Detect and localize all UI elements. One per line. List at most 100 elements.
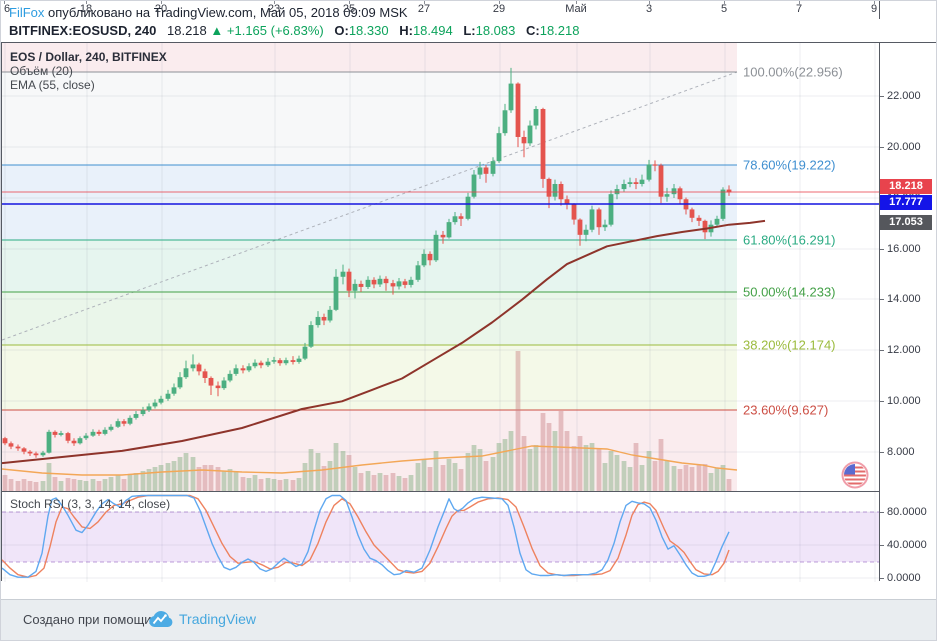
high-value: 18.494 [412,23,453,38]
volume-bar [490,457,496,491]
candle-body [658,165,664,197]
volume-bar [115,475,121,491]
time-tick-mark [349,1,350,4]
volume-bar [152,467,158,491]
volume-bar [708,473,714,491]
volume-bar [65,478,71,491]
candle-body [440,234,446,238]
volume-bar [302,463,308,491]
candle-body [396,281,402,287]
volume-bar [383,475,389,491]
price-change: +1.165 (+6.83%) [226,23,324,38]
candle-body [277,360,283,364]
volume-bar [421,459,427,491]
volume-bar [546,423,552,491]
candle-body [415,265,421,280]
candle-body [490,161,496,174]
candle-body [633,182,639,185]
volume-bar [346,455,352,491]
volume-bar [27,481,33,491]
volume-bar [402,478,408,491]
volume-bar [171,461,177,491]
time-tick-mark [161,1,162,4]
volume-bar [515,351,521,491]
volume-bar [658,439,664,491]
candle-body [521,136,527,144]
candle-body [371,279,377,285]
candle-body [471,174,477,197]
price-badge: 17.777 [880,195,932,210]
volume-bar [390,473,396,491]
volume-bar [158,465,164,491]
open-label: O: [334,23,349,38]
volume-bar [258,479,264,491]
volume-bar [265,478,271,491]
time-scale-label: 25 [342,3,356,15]
time-scale-label: 9 [870,3,878,15]
volume-bar [377,473,383,491]
volume-bar [196,467,202,491]
candle-body [327,309,333,321]
volume-bar [508,431,514,491]
volume-bar [290,480,296,491]
volume-bar [127,475,133,491]
candle-body [52,431,58,435]
stoch-rsi-canvas[interactable] [2,492,880,582]
candle-body [477,167,483,175]
candle-body [340,271,346,277]
volume-bar [689,467,695,491]
candle-body [8,443,14,447]
volume-bar [477,449,483,491]
fib-level-label: 50.00%(14.233) [743,284,836,300]
volume-bar [227,469,233,491]
candle-body [515,83,521,137]
time-tick-mark [649,1,650,4]
volume-bar [133,473,139,491]
fib-band [2,345,737,410]
volume-bar [2,475,8,491]
time-scale-label: Май [565,3,587,15]
volume-bar [440,465,446,491]
candle-body [608,194,614,225]
volume-bar [102,479,108,491]
candle-body [208,377,214,386]
price-scale[interactable]: 22.00020.00018.00016.00014.00012.00010.0… [879,42,936,584]
time-tick-mark [274,1,275,4]
candle-body [689,209,695,218]
volume-bar [458,469,464,491]
volume-bar [683,465,689,491]
candle-body [465,196,471,219]
stoch-rsi-pane[interactable]: Stoch RSI (3, 3, 14, 14, close) [1,491,880,582]
volume-bar [446,459,452,491]
volume-bar [77,480,83,491]
publisher-link[interactable]: FilFox [9,5,45,20]
volume-bar [433,451,439,491]
volume-bar [58,481,64,491]
candle-body [390,283,396,287]
ema-line [2,219,766,465]
volume-bar [71,479,77,491]
main-chart-pane[interactable]: EOS / Dollar, 240, BITFINEX Объём (20) E… [1,42,880,492]
time-scale-label: 27 [417,3,431,15]
time-scale-label: 3 [645,3,653,15]
volume-bar [471,445,477,491]
up-arrow-icon: ▲ [210,23,224,38]
volume-bar [202,465,208,491]
volume-bar [21,479,27,491]
candle-body [564,199,570,205]
volume-bar [521,436,527,491]
candle-body [333,276,339,310]
candle-body [408,279,414,285]
volume-bar [427,467,433,491]
volume-bar [558,411,564,491]
volume-bar [33,482,39,491]
volume-bar [714,468,720,491]
candle-body [639,179,645,185]
candle-body [358,283,364,287]
candle-body [452,216,458,223]
price-chart-canvas[interactable] [2,43,880,492]
candle-body [115,421,121,427]
volume-bar [321,466,327,491]
candle-body [621,184,627,190]
tradingview-brand-link[interactable]: TradingView [179,611,257,627]
